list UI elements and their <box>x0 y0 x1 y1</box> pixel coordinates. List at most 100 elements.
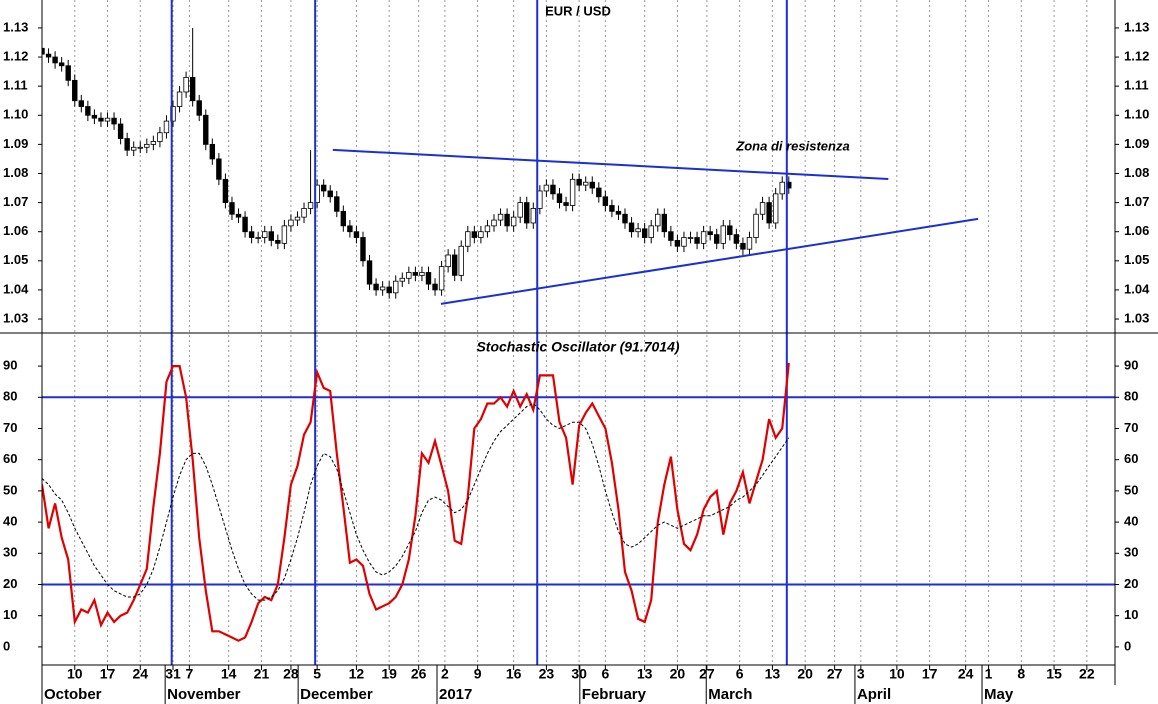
candle-body <box>465 231 471 247</box>
trendline <box>440 217 979 305</box>
y-tick-label: 20 <box>3 576 17 591</box>
candle-body <box>491 219 497 227</box>
candle-body <box>458 245 464 276</box>
candle-body <box>85 106 91 116</box>
x-tick-label: 16 <box>506 666 522 682</box>
y-tick-label: 1.10 <box>3 107 28 122</box>
candle-body <box>655 213 661 227</box>
candle-body <box>602 196 609 206</box>
candle-body <box>189 77 196 102</box>
x-tick-label: 15 <box>1046 666 1062 682</box>
y-tick-label: 10 <box>3 607 17 622</box>
month-label: May <box>984 686 1014 703</box>
candle-body <box>668 231 674 241</box>
candle-body <box>438 266 445 291</box>
x-tick-label: 1 <box>985 666 993 682</box>
x-tick-label: 28 <box>283 666 299 682</box>
candle-body <box>379 286 386 291</box>
candle-body <box>412 272 419 276</box>
candle-body <box>275 240 281 244</box>
y-tick-label: 1.12 <box>3 48 28 63</box>
series-line <box>42 362 790 642</box>
candle-body <box>471 231 478 238</box>
y-tick-label: 1.05 <box>1124 252 1149 267</box>
y-tick-label: 30 <box>1124 545 1138 560</box>
candle-body <box>307 202 314 209</box>
trendline <box>332 148 889 181</box>
candle-body <box>779 181 785 195</box>
y-tick-label: 1.08 <box>3 165 28 180</box>
y-tick-label: 1.07 <box>1124 194 1149 209</box>
candle-body <box>248 231 255 238</box>
y-tick-label: 1.06 <box>1124 223 1149 238</box>
x-tick-label: 20 <box>797 666 813 682</box>
y-tick-label: 50 <box>3 482 17 497</box>
candle-body <box>727 225 733 236</box>
candle-body <box>596 187 602 198</box>
month-label: February <box>582 686 647 703</box>
candle-body <box>268 231 274 241</box>
x-tick-label: 12 <box>349 666 365 682</box>
candle-body <box>766 202 772 224</box>
candle-body <box>628 222 635 233</box>
y-tick-label: 70 <box>1124 420 1138 435</box>
candle-body <box>157 132 163 142</box>
candle-body <box>288 219 294 227</box>
candle-body <box>714 234 720 244</box>
candle-body <box>510 216 517 227</box>
candle-body <box>373 283 379 291</box>
candle-body <box>65 65 71 81</box>
y-tick-label: 70 <box>3 420 17 435</box>
candle-body <box>117 123 124 139</box>
candle-body <box>78 100 85 107</box>
x-tick-label: 3 <box>857 666 865 682</box>
candle-body <box>746 237 753 250</box>
y-tick-label: 1.08 <box>1124 165 1149 180</box>
candle-body <box>104 117 111 122</box>
candle-body <box>393 280 399 294</box>
month-label: October <box>44 686 102 703</box>
y-tick-label: 1.03 <box>1124 310 1149 325</box>
candle-body <box>772 193 779 224</box>
candle-body <box>52 56 58 64</box>
candle-body <box>432 283 438 291</box>
candle-body <box>235 213 242 218</box>
plot-area <box>42 0 1115 665</box>
month-label: December <box>300 686 373 703</box>
candle-body <box>229 202 235 215</box>
candle-body <box>681 237 687 247</box>
candle-body <box>137 146 143 149</box>
y-tick-label: 1.10 <box>1124 107 1149 122</box>
candle-body <box>556 193 563 203</box>
x-tick-label: 5 <box>313 666 321 682</box>
y-tick-label: 30 <box>3 545 17 560</box>
candle-body <box>150 141 157 145</box>
x-tick-label: 19 <box>381 666 397 682</box>
candle-body <box>609 205 615 212</box>
candle-body <box>91 114 98 119</box>
grid <box>74 0 1088 665</box>
candle-body <box>406 272 412 279</box>
candle-body <box>563 202 569 206</box>
candle-body <box>334 196 340 212</box>
candle-body <box>733 234 740 244</box>
x-tick-label: 10 <box>67 666 83 682</box>
y-tick-label: 1.12 <box>1124 48 1149 63</box>
y-tick-label: 1.09 <box>3 136 28 151</box>
candle-body <box>360 237 366 262</box>
candle-body <box>353 231 360 238</box>
candle-body <box>550 184 556 195</box>
candle-body <box>687 237 694 239</box>
y-tick-label: 80 <box>3 389 17 404</box>
x-tick-label: 23 <box>539 666 555 682</box>
candle-body <box>209 143 216 160</box>
candle-body <box>674 240 681 247</box>
x-tick-label: 6 <box>601 666 609 682</box>
candle-body <box>661 213 668 233</box>
y-tick-label: 60 <box>3 451 17 466</box>
candle-body <box>58 62 65 67</box>
candle-body <box>583 181 589 186</box>
y-tick-label: 1.05 <box>3 252 28 267</box>
candle-body <box>484 225 491 233</box>
